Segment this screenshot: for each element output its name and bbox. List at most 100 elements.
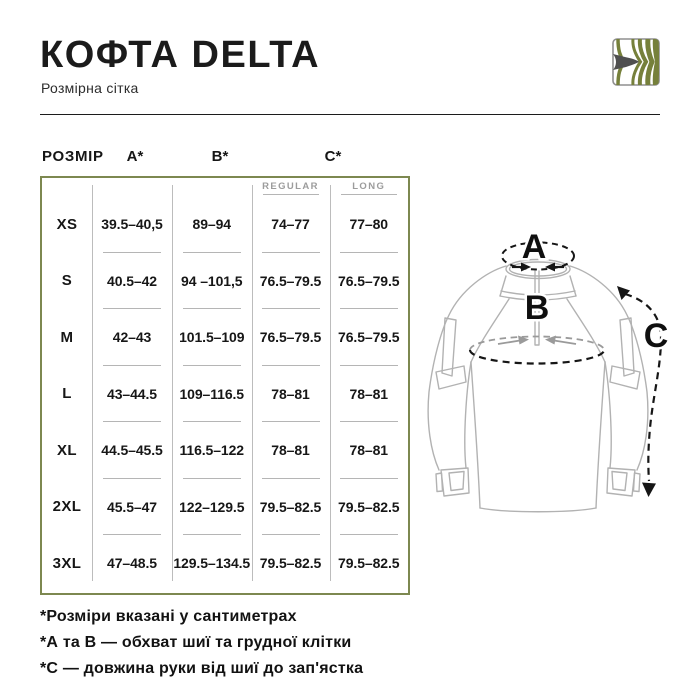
arrow-left-icon <box>545 335 556 345</box>
size-table: REGULAR LONG XS 39.5–40,5 89–94 74–77 77–80 S… <box>40 176 410 595</box>
c-variant-subheader: REGULAR LONG <box>42 178 408 196</box>
cuff-right <box>606 467 636 497</box>
subheader-regular-label: REGULAR <box>262 181 319 192</box>
cell-underline <box>261 534 320 535</box>
measurement-value: 47–48.5 <box>107 555 157 572</box>
sleeve-pocket-left <box>441 317 457 377</box>
cell-underline <box>103 534 161 535</box>
size-label: XL <box>57 441 77 459</box>
measurement-value: 101.5–109 <box>172 309 252 366</box>
measurement-value: 79.5–82.5 <box>338 555 400 572</box>
logo-waves <box>613 39 659 85</box>
hem-line <box>479 507 597 513</box>
cell-underline <box>103 251 161 253</box>
column-divider <box>92 185 93 581</box>
cell-underline <box>182 477 241 479</box>
arrow-left-icon <box>545 262 555 272</box>
measurement-value: 74–77 <box>252 196 330 253</box>
measurement-value: 76.5–79.5 <box>330 309 409 366</box>
cell-underline <box>103 308 161 309</box>
cell-underline <box>339 308 398 309</box>
column-divider <box>172 185 173 581</box>
column-header-b: B* <box>211 148 229 165</box>
measurement-value: 78–81 <box>330 422 409 479</box>
cuff-tab-right <box>632 472 641 493</box>
cell-underline <box>103 477 161 479</box>
brand-logo-icon <box>612 38 660 86</box>
subheader-spacer <box>42 178 92 196</box>
column-header-c: C* <box>324 148 342 165</box>
table-row: 3XL 47–48.5 129.5–134.5 79.5–82.5 79.5–82.5 <box>42 535 408 592</box>
measurement-value: 79.5–82.5 <box>252 479 330 535</box>
measurement-value: 77–80 <box>330 196 409 253</box>
label-a: A <box>522 228 547 266</box>
elbow-panel-right <box>609 365 641 390</box>
measurement-value: 129.5–134.5 <box>173 555 251 572</box>
measurement-value: 109–116.5 <box>172 366 252 422</box>
size-table-rows: XS 39.5–40,5 89–94 74–77 77–80 S 40.5–42 94 –10… <box>42 196 408 592</box>
arrow-down-icon <box>642 482 656 497</box>
measurement-value: 76.5–79.5 <box>252 309 330 366</box>
cell-underline <box>261 421 320 422</box>
subheader-regular: REGULAR <box>252 178 330 196</box>
cell-underline <box>261 308 320 309</box>
arrow-up-left-icon <box>617 286 630 300</box>
measurement-value: 39.5–40,5 <box>92 196 172 253</box>
shirt-diagram: A B C <box>427 226 671 513</box>
column-header-a: A* <box>126 148 144 165</box>
measurement-b: B <box>468 287 606 365</box>
label-c: C <box>644 317 669 355</box>
measurement-value: 78–81 <box>330 366 409 422</box>
arrow-right-icon <box>518 335 529 345</box>
measurement-value: 94 –101,5 <box>172 253 252 309</box>
cell-underline <box>339 534 398 535</box>
footnote-c: *С — довжина руки від шиї до зап'ястка <box>40 660 364 677</box>
table-row: L 43–44.5 109–116.5 78–81 78–81 <box>42 366 409 422</box>
sleeve-pocket-right <box>619 317 635 377</box>
table-row: XL 44.5–45.5 116.5–122 78–81 78–81 <box>42 422 408 479</box>
measurement-value: 122–129.5 <box>172 479 252 535</box>
subheader-spacer <box>172 178 252 196</box>
measurement-value: 45.5–47 <box>92 479 172 535</box>
raglan-seam-left <box>470 298 510 363</box>
table-row: 2XL 45.5–47 122–129.5 79.5–82.5 79.5–82.5 <box>42 479 409 535</box>
raglan-seam-right <box>566 298 606 363</box>
measurement-a: A <box>501 226 575 272</box>
cuff-left <box>440 467 470 497</box>
measurement-value: 79.5–82.5 <box>330 479 409 535</box>
column-divider <box>329 185 331 581</box>
measurement-value: 44.5–45.5 <box>92 422 172 479</box>
footnote-ab: *А та В — обхват шиї та грудної клітки <box>40 634 352 651</box>
subheader-long-label: LONG <box>352 181 386 192</box>
subheader-spacer <box>92 178 172 196</box>
measurement-value: 78–81 <box>252 422 330 479</box>
cell-underline <box>182 308 241 309</box>
zipper-line <box>534 270 540 346</box>
cell-underline <box>261 477 320 479</box>
cell-underline <box>182 534 241 535</box>
measurement-value: 76.5–79.5 <box>252 253 330 309</box>
cell-underline <box>182 421 241 422</box>
size-label: 2XL <box>52 498 82 516</box>
chest-measure-ellipse-bottom <box>468 349 606 365</box>
table-row: S 40.5–42 94 –101,5 76.5–79.5 76.5–79.5 <box>42 253 408 309</box>
size-label: S <box>61 272 73 290</box>
column-header-size: РОЗМІР <box>42 148 104 165</box>
cell-underline <box>261 251 320 253</box>
measurement-value: 78–81 <box>252 366 330 422</box>
measurement-value: 42–43 <box>92 309 172 366</box>
column-divider <box>251 185 253 581</box>
size-label: M <box>60 328 74 346</box>
footnote-units: *Розміри вказані у сантиметрах <box>40 608 297 625</box>
measurement-value: 43–44.5 <box>92 366 172 422</box>
label-b: B <box>525 289 550 327</box>
sleeve-measure-curve <box>624 292 663 482</box>
logo-arrow <box>613 54 640 70</box>
cell-underline <box>339 251 398 253</box>
header-divider <box>40 114 660 115</box>
chest-measure-ellipse-top <box>469 335 605 351</box>
size-label: XS <box>56 215 78 233</box>
elbow-panel-left <box>435 365 467 390</box>
subheader-long: LONG <box>330 178 409 196</box>
cell-underline <box>182 364 241 366</box>
